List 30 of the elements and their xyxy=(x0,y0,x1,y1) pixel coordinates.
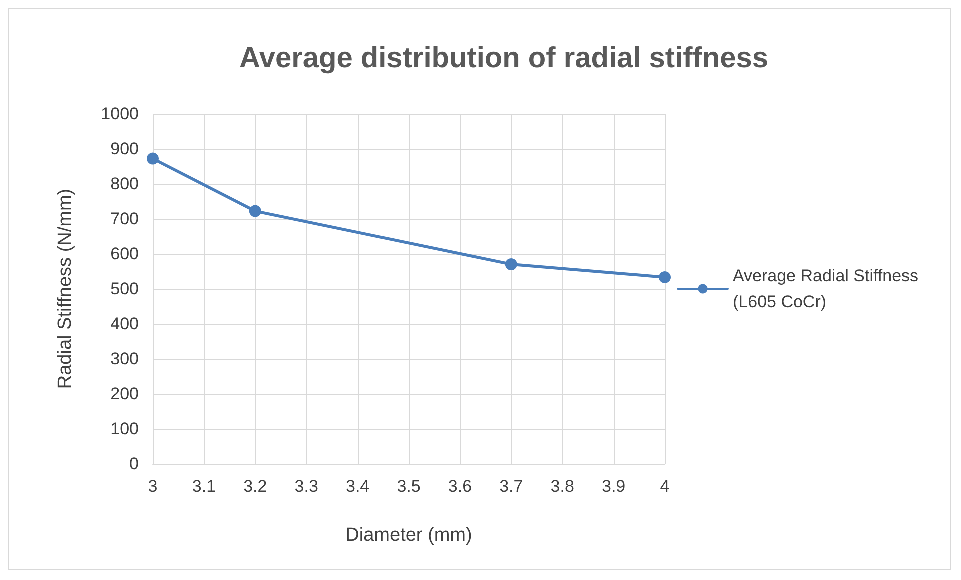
x-tick-label: 3.9 xyxy=(602,477,626,496)
y-tick-label: 600 xyxy=(110,244,139,264)
x-tick-label: 3.4 xyxy=(346,477,370,496)
point xyxy=(147,152,159,165)
x-tick-label: 3.3 xyxy=(294,477,318,496)
y-tick-label: 900 xyxy=(110,140,139,158)
y-tick-label: 1000 xyxy=(101,104,139,124)
y-tick-label: 800 xyxy=(110,174,139,194)
x-tick-label: 3.1 xyxy=(192,477,216,496)
y-tick-label: 100 xyxy=(110,420,139,438)
y-tick-label: 700 xyxy=(110,210,139,228)
x-tick-label: 4 xyxy=(660,477,670,496)
y-tick-label: 0 xyxy=(130,454,139,474)
chart-title: Average distribution of radial stiffness xyxy=(239,42,769,74)
x-tick-label: 3.8 xyxy=(550,477,574,496)
x-tick-label: 3.6 xyxy=(448,477,472,496)
x-axis-title: Diameter (mm) xyxy=(346,525,472,546)
y-tick-label: 300 xyxy=(110,350,139,368)
y-tick-label: 500 xyxy=(110,280,139,298)
y-tick-label: 400 xyxy=(110,314,139,334)
point xyxy=(505,258,518,270)
x-tick-label: 3.7 xyxy=(500,477,524,496)
x-tick-label: 3.5 xyxy=(397,477,421,496)
x-tick-label: 3.2 xyxy=(244,477,268,496)
y-axis-title: Radial Stiffness (N/mm) xyxy=(55,188,76,390)
x-tick-label: 3 xyxy=(148,477,158,496)
point xyxy=(249,205,262,218)
y-tick-label: 200 xyxy=(110,384,139,404)
point xyxy=(659,271,671,284)
legend-label: Average Radial Stiffness (L605 CoCr) xyxy=(733,266,924,312)
